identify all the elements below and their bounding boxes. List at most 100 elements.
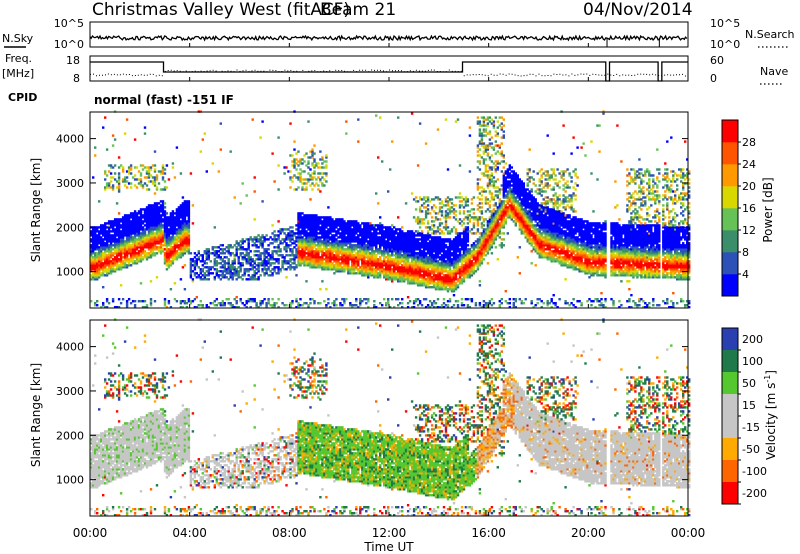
power-cell [430,252,434,255]
power-cell [183,232,187,235]
power-cell [181,228,185,231]
power-cell [98,250,101,253]
power-cell [442,274,446,277]
power-cell [155,174,159,177]
power-cell [123,244,127,247]
power-cell [92,272,95,275]
power-cell [347,250,350,253]
power-cell [369,228,372,231]
power-cell [231,306,234,309]
power-cell [420,232,424,235]
power-cell [476,222,480,225]
power-cell [213,262,216,265]
power-cell [337,218,340,221]
power-cell [432,278,436,281]
power-cell [466,198,470,201]
power-cell [175,256,179,259]
power-cell [428,250,432,253]
power-cell [113,236,117,239]
power-cell [476,248,480,251]
power-cell [343,232,346,235]
power-cell [149,248,153,251]
power-cell [267,254,270,257]
power-cell [153,204,157,207]
power-cell [155,222,159,225]
power-cell [251,278,254,281]
power-cell [424,234,428,237]
power-cell [105,174,109,177]
power-cell [179,240,183,243]
power-cell [422,260,426,263]
power-cell [145,226,149,229]
power-cell [153,254,157,257]
power-cell [173,242,177,245]
power-cell [424,264,428,267]
power-cell [412,258,416,261]
power-cell [121,226,125,229]
power-cell [299,242,302,245]
power-cell [323,266,326,269]
power-cell [179,250,183,253]
power-cell [420,198,424,201]
power-cell [215,252,218,255]
power-cell [279,242,282,245]
power-cell [464,276,468,279]
power-cell [397,258,400,261]
power-cell [223,276,226,279]
power-cell [397,236,400,239]
power-cell [458,278,462,281]
power-cell [448,268,452,271]
power-cell [289,178,292,181]
power-cell [111,184,115,187]
power-cell [289,186,292,189]
power-cell [141,214,145,217]
power-cell [434,230,438,233]
power-cell [159,234,163,237]
power-cell [440,264,444,267]
power-cell [420,222,424,225]
power-cell [269,236,272,239]
power-cell [416,268,420,271]
power-cell [349,302,352,305]
power-cell [233,272,236,275]
power-cell [207,270,210,273]
power-cell [325,226,328,229]
power-cell [311,248,314,251]
power-cell [327,224,330,227]
power-cell [117,180,121,183]
power-cell [349,228,352,231]
power-cell [460,232,464,235]
power-cell [96,252,99,255]
power-cell [418,266,422,269]
power-cell [426,260,430,263]
power-cell [353,272,356,275]
power-cell [129,240,133,243]
power-cell [98,240,101,243]
power-cell [462,276,466,279]
power-cell [205,262,208,265]
power-cell [454,272,458,275]
power-cell [367,270,370,273]
power-cell [323,248,326,251]
power-cell [159,242,163,245]
power-cell [462,222,466,225]
power-cell [263,238,266,241]
power-cell [237,244,240,247]
power-cell [215,304,218,307]
power-cell [147,172,151,175]
power-cell [464,200,468,203]
power-cell [412,266,416,269]
power-cell [460,238,464,241]
power-cell [149,304,153,307]
power-cell [111,224,115,227]
power-cell [464,252,468,255]
power-cell [416,248,420,251]
power-cell [341,260,344,263]
power-cell [94,274,97,277]
power-cell [426,306,430,309]
power-cell [155,220,159,223]
power-cell [117,176,121,179]
power-cell [472,262,476,265]
power-cell [183,218,187,221]
power-cell [444,238,448,241]
